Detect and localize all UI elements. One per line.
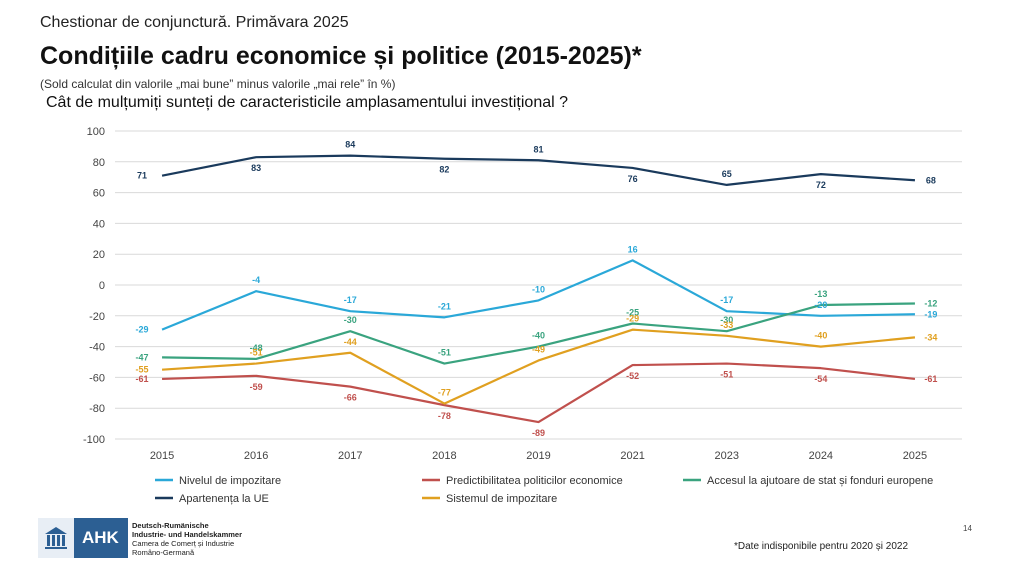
calculation-note: (Sold calculat din valorile „mai bune” m… bbox=[40, 77, 396, 91]
y-tick-label: 60 bbox=[93, 188, 105, 200]
data-label: -61 bbox=[924, 374, 937, 384]
data-label: -25 bbox=[626, 308, 639, 318]
x-tick-label: 2023 bbox=[714, 450, 738, 462]
x-tick-label: 2015 bbox=[150, 450, 174, 462]
report-subhead: Chestionar de conjunctură. Primăvara 202… bbox=[40, 14, 349, 31]
y-tick-label: -40 bbox=[89, 342, 105, 354]
y-tick-label: -20 bbox=[89, 311, 105, 323]
legend-entry: Nivelul de impozitare bbox=[155, 475, 281, 487]
data-label: 84 bbox=[345, 140, 355, 150]
data-label: -78 bbox=[438, 411, 451, 421]
data-label: 81 bbox=[533, 144, 543, 154]
logo-text: AHK bbox=[82, 528, 119, 547]
data-label: -21 bbox=[438, 301, 451, 311]
data-label: 68 bbox=[926, 175, 936, 185]
data-label: -13 bbox=[814, 289, 827, 299]
data-label: -49 bbox=[532, 344, 545, 354]
data-label: 82 bbox=[439, 165, 449, 175]
data-label: -47 bbox=[136, 352, 149, 362]
data-label: -12 bbox=[924, 298, 937, 308]
chart-gridlines bbox=[115, 130, 962, 440]
legend-label: Predictibilitatea politicilor economice bbox=[446, 475, 623, 487]
x-tick-label: 2019 bbox=[526, 450, 550, 462]
legend-label: Sistemul de impozitare bbox=[446, 493, 557, 505]
building-emblem-icon bbox=[38, 518, 74, 558]
data-label: -4 bbox=[252, 275, 260, 285]
legend-label: Accesul la ajutoare de stat și fonduri e… bbox=[707, 475, 933, 487]
data-label: -48 bbox=[250, 343, 263, 353]
data-label: -17 bbox=[344, 295, 357, 305]
y-axis: 100 80 60 40 20 0 -20 -40 -60 -80 -100 bbox=[83, 126, 105, 446]
org-line: Industrie- und Handelskammer bbox=[132, 530, 243, 539]
series-line bbox=[162, 362, 916, 424]
legend-entry: Apartenența la UE bbox=[155, 493, 269, 505]
data-label: -61 bbox=[136, 374, 149, 384]
data-label: 65 bbox=[722, 169, 732, 179]
data-label: -51 bbox=[250, 348, 263, 358]
data-label: -51 bbox=[438, 348, 451, 358]
data-label: -34 bbox=[924, 332, 937, 342]
organization-name: Deutsch-Rumänische Industrie- und Handel… bbox=[132, 521, 242, 557]
data-labels: -29 -4 -17 -21 -10 16 -17 -20 -19 -61 -59 -66 -78 -89… bbox=[136, 140, 938, 438]
y-tick-label: -80 bbox=[89, 403, 105, 415]
data-label: -40 bbox=[814, 331, 827, 341]
data-label: -51 bbox=[720, 370, 733, 380]
data-label: -33 bbox=[720, 320, 733, 330]
data-label: -20 bbox=[814, 300, 827, 310]
x-tick-label: 2025 bbox=[903, 450, 927, 462]
data-label: -29 bbox=[136, 325, 149, 335]
data-label: -55 bbox=[136, 365, 149, 375]
data-label: -44 bbox=[344, 337, 357, 347]
org-line: Camera de Comerț și Industrie bbox=[132, 539, 235, 548]
data-label: -54 bbox=[814, 374, 827, 384]
data-label: -17 bbox=[720, 295, 733, 305]
legend-entry: Sistemul de impozitare bbox=[422, 493, 557, 505]
data-label: 71 bbox=[137, 171, 147, 181]
data-label: -89 bbox=[532, 428, 545, 438]
data-label: 72 bbox=[816, 180, 826, 190]
y-tick-label: 80 bbox=[93, 157, 105, 169]
data-label: -66 bbox=[344, 393, 357, 403]
data-label: -59 bbox=[250, 382, 263, 392]
y-tick-label: 40 bbox=[93, 218, 105, 230]
x-axis: 2015 2016 2017 2018 2019 2021 2023 2024 2025 bbox=[150, 450, 927, 462]
org-line: Deutsch-Rumänische bbox=[132, 521, 209, 530]
org-line: Româno-Germană bbox=[132, 548, 195, 557]
series-line bbox=[161, 154, 916, 186]
x-tick-label: 2024 bbox=[809, 450, 833, 462]
y-tick-label: 20 bbox=[93, 249, 105, 261]
page-number: 14 bbox=[963, 524, 972, 533]
legend-label: Apartenența la UE bbox=[179, 493, 269, 505]
chart-legend: Nivelul de impozitare Predictibilitatea p… bbox=[155, 475, 933, 505]
data-label: -40 bbox=[532, 331, 545, 341]
data-label: 16 bbox=[628, 244, 638, 254]
data-label: -30 bbox=[344, 315, 357, 325]
data-label: 83 bbox=[251, 163, 261, 173]
data-label: 76 bbox=[628, 174, 638, 184]
data-label: -19 bbox=[924, 309, 937, 319]
x-tick-label: 2017 bbox=[338, 450, 362, 462]
y-tick-label: 0 bbox=[99, 280, 105, 292]
survey-question: Cât de mulțumiți sunteți de caracteristi… bbox=[46, 94, 569, 111]
data-label: -77 bbox=[438, 388, 451, 398]
data-label: -30 bbox=[720, 315, 733, 325]
data-label: -29 bbox=[626, 314, 639, 324]
page-title: Condițiile cadru economice și politice (… bbox=[40, 42, 642, 70]
legend-entry: Predictibilitatea politicilor economice bbox=[422, 475, 623, 487]
footnote: *Date indisponibile pentru 2020 și 2022 bbox=[734, 541, 909, 552]
y-tick-label: 100 bbox=[87, 126, 105, 138]
x-tick-label: 2021 bbox=[620, 450, 644, 462]
y-tick-label: -60 bbox=[89, 372, 105, 384]
ahk-logo: AHK bbox=[38, 518, 128, 558]
series-line bbox=[161, 259, 915, 331]
x-tick-label: 2018 bbox=[432, 450, 456, 462]
x-tick-label: 2016 bbox=[244, 450, 268, 462]
chart-series bbox=[161, 154, 916, 424]
data-label: -10 bbox=[532, 284, 545, 294]
y-tick-label: -100 bbox=[83, 434, 105, 446]
legend-entry: Accesul la ajutoare de stat și fonduri e… bbox=[683, 475, 933, 487]
data-label: -52 bbox=[626, 371, 639, 381]
legend-label: Nivelul de impozitare bbox=[179, 475, 281, 487]
